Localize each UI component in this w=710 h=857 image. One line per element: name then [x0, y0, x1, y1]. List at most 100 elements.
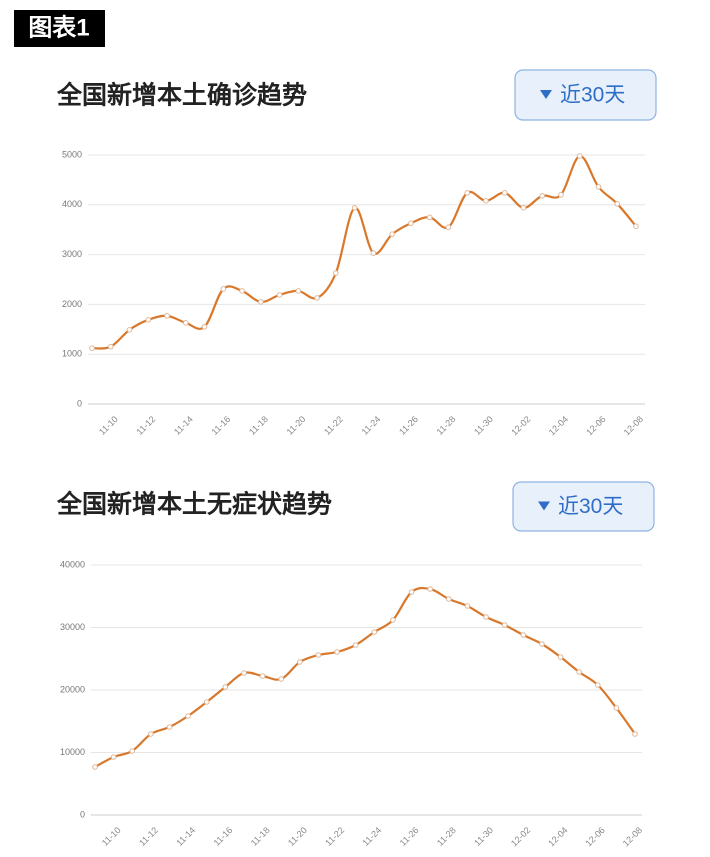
- point: [334, 649, 340, 655]
- x-tick-label: 11-14: [172, 414, 195, 437]
- x-tick-label: 11-16: [210, 414, 233, 437]
- x-tick-label: 12-02: [509, 825, 532, 848]
- y-tick-label: 10000: [60, 747, 85, 757]
- x-tick-label: 12-08: [622, 414, 645, 437]
- x-tick-label: 11-22: [323, 825, 346, 848]
- point: [426, 214, 433, 221]
- x-tick-label: 11-28: [435, 825, 458, 848]
- point: [166, 724, 173, 730]
- x-tick-label: 12-06: [584, 414, 607, 437]
- filter-button[interactable]: 近30天: [512, 481, 655, 532]
- x-tick-label: 12-04: [547, 414, 570, 437]
- y-tick-label: 3000: [62, 249, 82, 259]
- x-tick-label: 11-18: [247, 414, 270, 437]
- y-tick-label: 30000: [60, 622, 85, 632]
- point: [129, 748, 136, 754]
- x-tick-label: 11-10: [100, 825, 123, 848]
- x-tick-label: 11-16: [212, 825, 235, 848]
- line: [91, 154, 637, 350]
- point: [427, 586, 433, 592]
- x-tick-label: 11-20: [286, 825, 309, 848]
- x-tick-label: 12-06: [583, 825, 606, 848]
- dropdown-arrow: [538, 501, 550, 511]
- x-tick-label: 11-14: [174, 825, 197, 848]
- x-tick-label: 11-10: [97, 414, 120, 437]
- point: [557, 654, 564, 660]
- y-tick-label: 0: [80, 809, 85, 819]
- point: [351, 204, 358, 211]
- point: [408, 589, 415, 595]
- figure-label-box: [14, 10, 105, 47]
- point: [576, 669, 582, 675]
- x-tick-label: 12-02: [509, 414, 532, 437]
- point: [295, 288, 302, 294]
- point: [92, 764, 98, 770]
- point: [333, 270, 339, 276]
- figure-label: 图表1: [28, 14, 89, 41]
- point: [614, 201, 621, 207]
- y-tick-label: 2000: [62, 299, 82, 309]
- point: [110, 754, 117, 760]
- x-tick-label: 11-24: [360, 414, 383, 437]
- point: [315, 652, 322, 658]
- point: [390, 617, 396, 623]
- x-tick-label: 12-04: [546, 825, 569, 848]
- filter-button-bg: [514, 69, 657, 121]
- point: [222, 684, 229, 690]
- filter-button-bg: [512, 481, 655, 532]
- point: [539, 193, 546, 199]
- point: [445, 596, 452, 602]
- y-tick-label: 20000: [60, 684, 85, 694]
- point: [613, 705, 620, 711]
- point: [201, 324, 208, 330]
- point: [352, 642, 359, 648]
- x-tick-label: 11-26: [398, 825, 421, 848]
- x-tick-label: 11-20: [285, 414, 308, 437]
- point: [239, 288, 245, 294]
- x-tick-label: 11-28: [435, 414, 458, 437]
- point: [164, 313, 170, 319]
- x-tick-label: 11-18: [249, 825, 272, 848]
- y-tick-label: 40000: [60, 559, 85, 569]
- point: [445, 224, 452, 231]
- point: [594, 682, 601, 688]
- point: [182, 320, 189, 326]
- point: [483, 198, 489, 204]
- point: [258, 299, 264, 305]
- point: [107, 343, 114, 350]
- filter-button[interactable]: 近30天: [514, 69, 657, 121]
- point: [185, 713, 191, 719]
- x-tick-label: 11-12: [137, 825, 160, 848]
- y-tick-label: 5000: [62, 149, 82, 159]
- point: [297, 659, 303, 665]
- filter-button-label: 近30天: [560, 84, 625, 107]
- x-tick-label: 11-12: [134, 414, 157, 437]
- filter-button-label: 近30天: [558, 495, 623, 518]
- point: [501, 622, 508, 628]
- point: [370, 250, 377, 256]
- point: [203, 699, 210, 705]
- point: [276, 292, 283, 298]
- x-tick-label: 11-24: [361, 825, 384, 848]
- x-tick-label: 11-22: [322, 414, 345, 437]
- point: [632, 731, 638, 737]
- point: [539, 641, 545, 647]
- y-tick-label: 0: [77, 398, 82, 408]
- point: [576, 153, 583, 159]
- point: [464, 603, 471, 609]
- x-tick-label: 12-08: [621, 825, 644, 848]
- point: [126, 326, 133, 333]
- point: [220, 286, 227, 292]
- point: [464, 190, 470, 196]
- point: [278, 676, 285, 682]
- point: [371, 629, 378, 635]
- point: [259, 673, 266, 679]
- point: [241, 670, 247, 676]
- point: [595, 184, 602, 190]
- x-tick-label: 11-26: [397, 414, 420, 437]
- chart-title: 全国新增本土确诊趋势: [56, 81, 307, 110]
- point: [520, 632, 527, 638]
- y-tick-label: 1000: [62, 349, 82, 359]
- point: [389, 231, 395, 237]
